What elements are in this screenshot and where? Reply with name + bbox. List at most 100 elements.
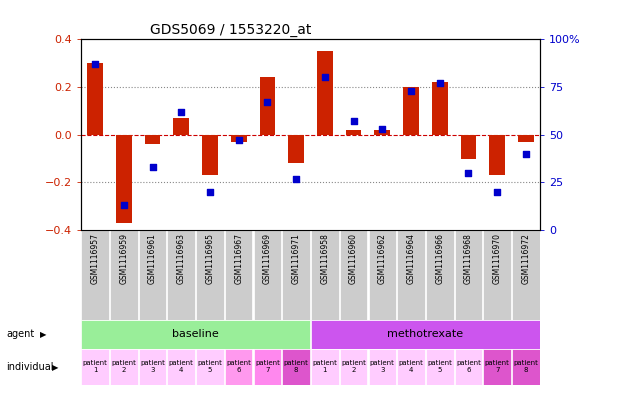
Bar [168,349,195,385]
Bar [168,230,195,320]
Text: patient
4: patient 4 [169,360,194,373]
Bar [196,349,224,385]
Bar [489,135,505,175]
Text: ▶: ▶ [40,330,47,339]
Point [406,88,416,94]
Bar [317,51,333,135]
Bar [81,320,310,349]
Bar [110,349,138,385]
Text: patient
3: patient 3 [140,360,165,373]
Bar [173,118,189,135]
Bar [87,63,103,135]
Point [348,118,358,125]
Bar [81,349,109,385]
Point [90,61,100,67]
Point [233,137,243,143]
Point [378,126,388,132]
Point [291,175,301,182]
Text: patient
6: patient 6 [456,360,481,373]
Bar [374,130,390,135]
Text: methotrexate: methotrexate [388,329,463,340]
Bar [346,130,361,135]
Point [492,189,502,195]
Text: GSM1116971: GSM1116971 [292,233,301,284]
Bar [455,349,483,385]
Text: GSM1116966: GSM1116966 [435,233,444,284]
Bar [311,349,338,385]
Text: patient
2: patient 2 [341,360,366,373]
Bar [512,349,540,385]
Text: individual: individual [6,362,53,372]
Text: GSM1116968: GSM1116968 [464,233,473,284]
Text: GSM1116967: GSM1116967 [234,233,243,284]
Text: ▶: ▶ [52,363,58,372]
Text: patient
2: patient 2 [111,360,136,373]
Bar [455,230,483,320]
Bar [397,230,425,320]
Text: GSM1116961: GSM1116961 [148,233,157,284]
Bar [311,320,540,349]
Bar [138,349,166,385]
Text: patient
8: patient 8 [284,360,309,373]
Text: patient
1: patient 1 [312,360,337,373]
Bar [461,135,476,158]
Bar [426,230,453,320]
Text: GSM1116959: GSM1116959 [119,233,129,284]
Text: GSM1116957: GSM1116957 [91,233,99,284]
Bar [260,77,275,135]
Bar [202,135,218,175]
Text: baseline: baseline [172,329,219,340]
Text: GDS5069 / 1553220_at: GDS5069 / 1553220_at [150,23,311,37]
Bar [288,135,304,163]
Bar [340,230,368,320]
Bar [253,349,281,385]
Text: GSM1116962: GSM1116962 [378,233,387,284]
Bar [145,135,160,144]
Text: agent: agent [6,329,34,340]
Text: GSM1116964: GSM1116964 [407,233,415,284]
Text: GSM1116970: GSM1116970 [492,233,502,284]
Point [435,80,445,86]
Bar [426,349,453,385]
Point [463,170,473,176]
Bar [432,82,448,135]
Text: patient
7: patient 7 [255,360,280,373]
Point [148,164,158,170]
Bar [483,230,511,320]
Text: patient
6: patient 6 [226,360,251,373]
Bar [283,349,310,385]
Bar [368,230,396,320]
Bar [225,230,253,320]
Text: patient
4: patient 4 [399,360,424,373]
Point [119,202,129,208]
Bar [483,349,511,385]
Point [521,151,531,157]
Bar [518,135,534,142]
Bar [283,230,310,320]
Text: patient
5: patient 5 [427,360,452,373]
Point [320,74,330,81]
Text: patient
5: patient 5 [197,360,222,373]
Text: GSM1116965: GSM1116965 [206,233,214,284]
Text: patient
8: patient 8 [514,360,538,373]
Bar [512,230,540,320]
Bar [231,135,247,142]
Bar [340,349,368,385]
Bar [403,87,419,135]
Text: GSM1116963: GSM1116963 [177,233,186,284]
Text: patient
7: patient 7 [485,360,510,373]
Bar [116,135,132,223]
Point [263,99,273,105]
Text: GSM1116972: GSM1116972 [522,233,530,284]
Bar [81,230,109,320]
Bar [225,349,253,385]
Point [176,108,186,115]
Bar [196,230,224,320]
Text: patient
3: patient 3 [370,360,395,373]
Text: GSM1116969: GSM1116969 [263,233,272,284]
Bar [397,349,425,385]
Bar [368,349,396,385]
Bar [253,230,281,320]
Point [205,189,215,195]
Text: patient
1: patient 1 [83,360,107,373]
